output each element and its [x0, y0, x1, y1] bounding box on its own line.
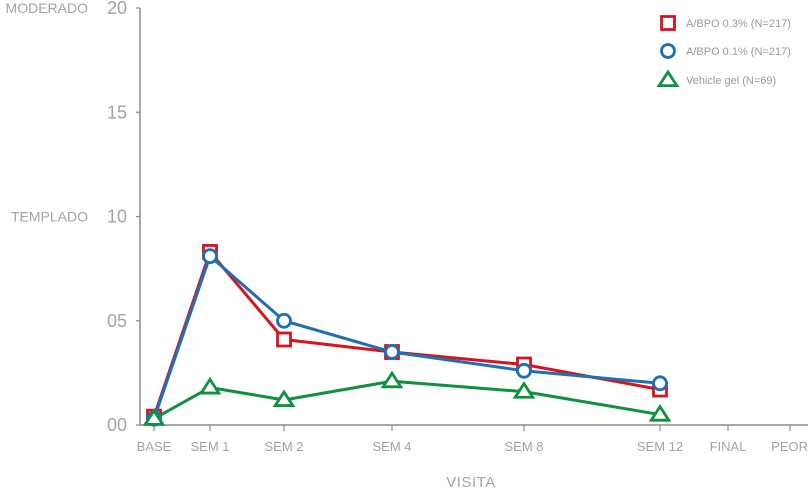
legend-label: A/BPO 0.3% (N=217) — [686, 18, 791, 30]
series-square — [146, 244, 668, 425]
data-point-triangle — [380, 370, 404, 389]
x-tick-label: SEM 8 — [504, 439, 543, 454]
y-tick-label: 15 — [107, 102, 127, 122]
x-tick-label: SEM 12 — [637, 439, 683, 454]
legend: A/BPO 0.3% (N=217) A/BPO 0.1% (N=217) Vehi… — [656, 15, 791, 87]
data-point-circle — [276, 312, 292, 329]
legend-label: A/BPO 0.1% (N=217) — [686, 46, 791, 58]
series-layer — [142, 244, 672, 427]
series-triangle — [142, 370, 672, 426]
x-tick-label: FINAL — [710, 439, 747, 454]
axis-ticks: 00 05 10 15 20 MODERADO TEMPLADO BASE SEM 1 SEM 2… — [6, 0, 808, 454]
x-tick-label: BASE — [137, 439, 172, 454]
x-tick-label: SEM 2 — [264, 439, 303, 454]
y-tick-label: 05 — [107, 311, 127, 331]
y-tick-label: 00 — [107, 415, 127, 435]
legend-label: Vehicle gel (N=69) — [686, 75, 776, 87]
data-point-triangle — [648, 403, 672, 422]
y-annotation-label: MODERADO — [6, 0, 89, 16]
x-tick-label: SEM 4 — [372, 439, 411, 454]
x-tick-label: PEOR — [771, 439, 808, 454]
series-line — [152, 254, 661, 420]
series-line — [153, 379, 661, 421]
data-point-triangle — [512, 381, 536, 399]
data-point-circle — [516, 362, 532, 379]
data-point-circle — [652, 375, 668, 392]
data-point-circle — [202, 248, 218, 265]
y-tick-label: 10 — [107, 207, 127, 227]
data-point-triangle — [198, 376, 222, 395]
data-point-circle — [384, 344, 400, 360]
y-tick-label: 20 — [107, 0, 127, 18]
series-circle — [146, 248, 668, 427]
data-point-square — [276, 331, 292, 348]
data-point-triangle — [142, 408, 166, 426]
legend-marker-circle — [660, 43, 676, 59]
x-axis-label: VISITA — [446, 474, 495, 488]
legend-marker-triangle — [656, 69, 680, 87]
legend-marker-square — [660, 15, 676, 31]
y-annotation-label: TEMPLADO — [11, 209, 88, 225]
x-tick-label: SEM 1 — [190, 439, 229, 454]
data-point-triangle — [272, 389, 296, 407]
